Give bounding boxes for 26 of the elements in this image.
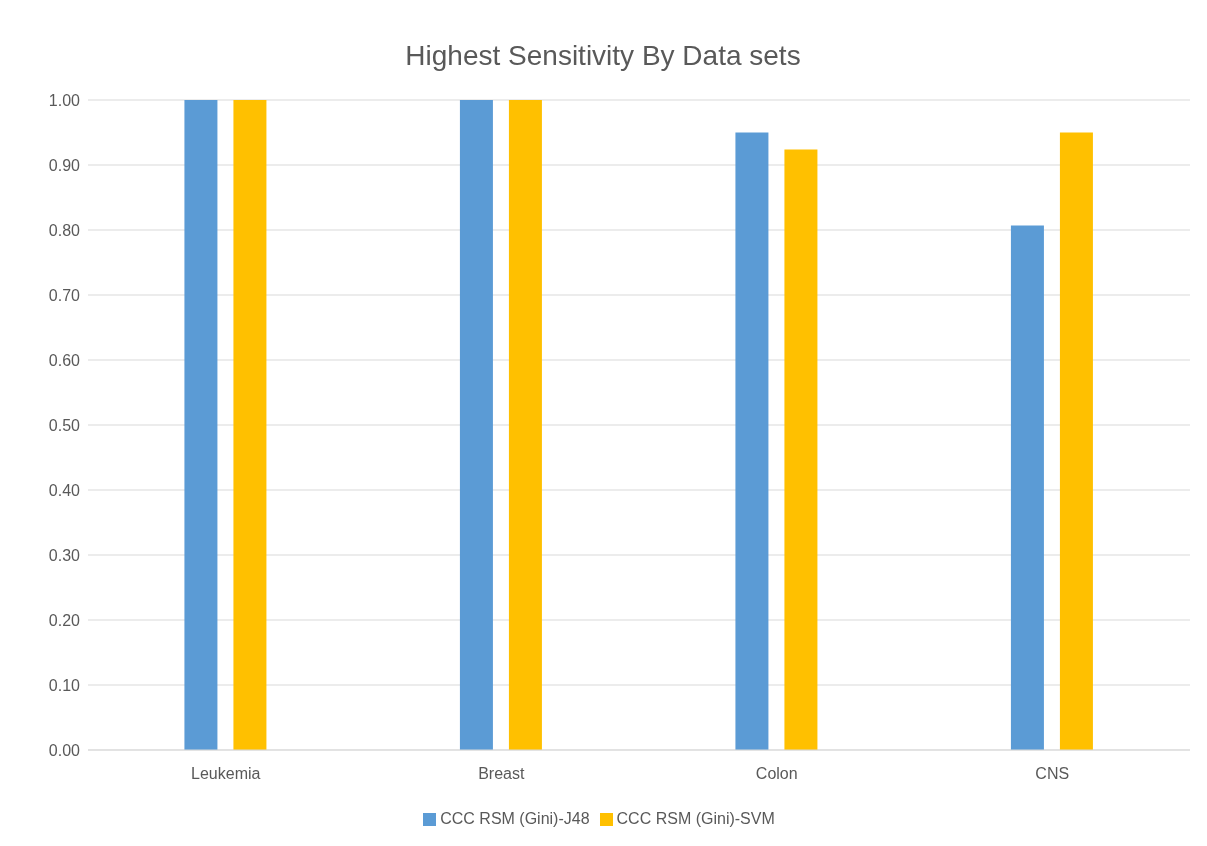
y-tick-label: 0.90 — [48, 156, 81, 174]
bar — [784, 149, 818, 750]
y-tick-label: 0.50 — [48, 416, 81, 434]
y-tick-label: 0.70 — [48, 286, 81, 304]
bar — [184, 100, 218, 750]
bar — [1010, 225, 1044, 750]
x-tick-label: Leukemia — [191, 765, 261, 783]
x-tick-label: Colon — [755, 765, 798, 783]
legend-label: CCC RSM (Gini)-SVM — [616, 810, 775, 827]
x-tick-label: CNS — [1035, 765, 1070, 783]
y-tick-label: 0.00 — [48, 741, 81, 759]
bar — [735, 132, 769, 750]
x-tick-label: Breast — [478, 765, 525, 783]
y-tick-label: 0.10 — [48, 676, 81, 694]
bar — [459, 100, 493, 750]
bar — [1059, 132, 1093, 750]
y-tick-label: 0.60 — [48, 351, 81, 369]
y-tick-label: 0.30 — [48, 546, 81, 564]
y-tick-label: 0.20 — [48, 611, 81, 629]
y-tick-label: 1.00 — [48, 91, 81, 109]
legend-label: CCC RSM (Gini)-J48 — [440, 810, 590, 827]
y-tick-label: 0.80 — [48, 221, 81, 239]
chart-title: Highest Sensitivity By Data sets — [404, 39, 802, 73]
bar — [233, 100, 267, 750]
y-tick-label: 0.40 — [48, 481, 81, 499]
bar — [508, 100, 542, 750]
